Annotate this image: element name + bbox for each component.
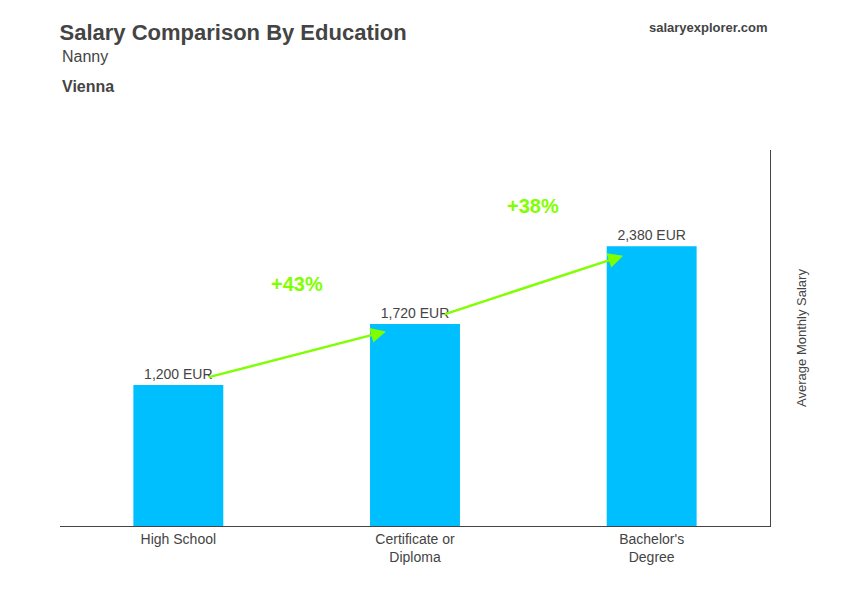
svg-text:Average Monthly Salary: Average Monthly Salary [794,269,809,407]
svg-text:2,380 EUR: 2,380 EUR [617,227,685,243]
svg-text:Salary Comparison By Education: Salary Comparison By Education [60,20,407,45]
svg-text:salaryexplorer.com: salaryexplorer.com [649,20,768,35]
svg-text:1,720 EUR: 1,720 EUR [381,305,449,321]
svg-text:Nanny: Nanny [62,48,108,65]
svg-text:Bachelor'sDegree: Bachelor'sDegree [619,531,684,565]
svg-text:+43%: +43% [271,273,323,295]
svg-text:+38%: +38% [507,195,559,217]
svg-text:High School: High School [141,531,217,547]
svg-text:1,200 EUR: 1,200 EUR [144,366,212,382]
svg-text:Certificate orDiploma: Certificate orDiploma [375,531,455,565]
svg-text:Vienna: Vienna [62,78,114,95]
